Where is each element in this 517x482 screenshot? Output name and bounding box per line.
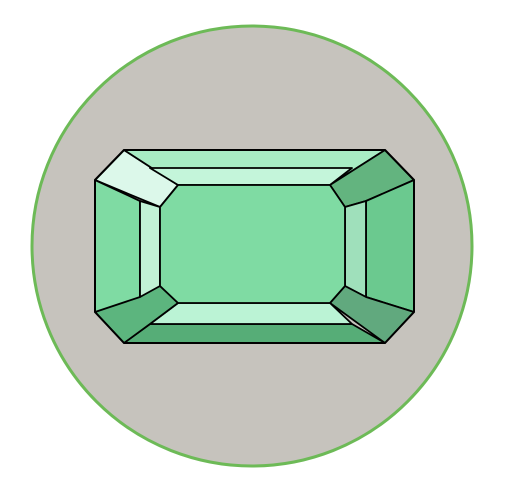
top-step-facet	[149, 167, 353, 186]
right-inner-facet	[344, 200, 367, 298]
right-outer-facet	[365, 179, 415, 313]
left-inner-facet	[139, 200, 161, 298]
gem-outline	[94, 149, 415, 344]
left-outer-facet	[94, 179, 141, 313]
table-facet	[159, 184, 346, 304]
bottom-outer-facet	[123, 323, 386, 344]
bottom-inner-facet	[149, 302, 353, 325]
